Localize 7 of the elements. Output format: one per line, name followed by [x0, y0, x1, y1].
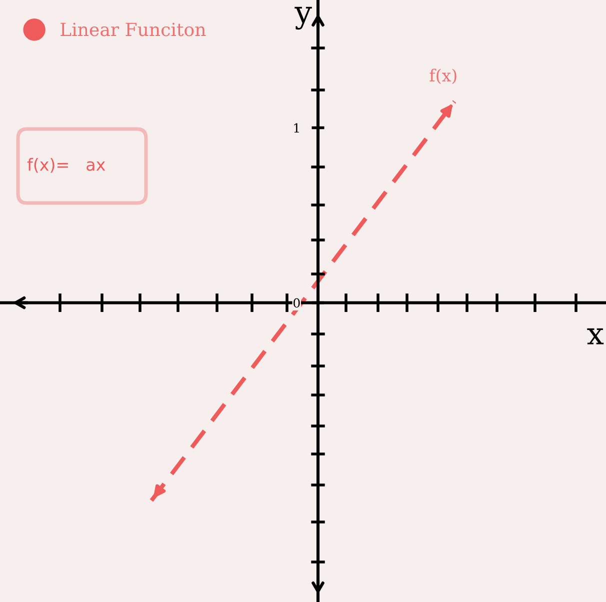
- annotation: f(x)= ax: [27, 158, 106, 173]
- annotation: f(x): [430, 68, 456, 84]
- y-axis-title: y: [294, 6, 312, 30]
- legend-label: Linear Funciton: [60, 22, 206, 36]
- y-tick-label: 0: [294, 298, 300, 308]
- y-tick-label: 1: [294, 123, 299, 132]
- x-axis-title: x: [587, 328, 604, 344]
